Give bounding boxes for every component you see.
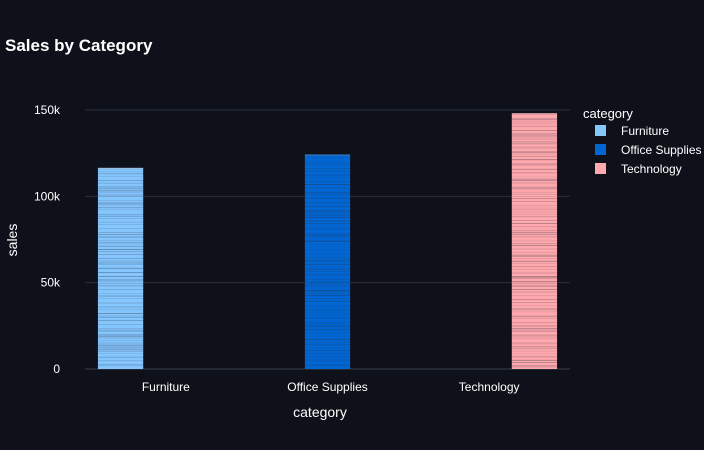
- legend[interactable]: category Furniture Office Supplies Technol…: [583, 106, 702, 176]
- bar-technology[interactable]: [511, 113, 558, 369]
- legend-label: Technology: [621, 162, 682, 176]
- legend-label: Office Supplies: [621, 143, 702, 157]
- x-tick-label: Technology: [459, 380, 520, 394]
- legend-title: category: [583, 106, 633, 121]
- legend-item[interactable]: Furniture: [595, 124, 669, 138]
- legend-swatch: [595, 144, 606, 155]
- y-axis-label: sales: [4, 224, 20, 257]
- legend-label: Furniture: [621, 124, 669, 138]
- chart-title: Sales by Category: [5, 36, 153, 55]
- legend-swatch: [595, 163, 606, 174]
- bars[interactable]: [97, 113, 558, 369]
- x-tick-label: Office Supplies: [287, 380, 368, 394]
- y-tick-label: 100k: [34, 189, 61, 203]
- y-tick-label: 50k: [41, 276, 61, 290]
- bar-furniture[interactable]: [97, 167, 144, 369]
- y-tick-label: 150k: [34, 103, 61, 117]
- bar-fill: [511, 113, 558, 369]
- legend-item[interactable]: Technology: [595, 162, 682, 176]
- legend-item[interactable]: Office Supplies: [595, 143, 702, 157]
- bar-fill: [97, 167, 144, 369]
- y-tick-labels: 0 50k 100k 150k: [34, 103, 61, 376]
- x-tick-labels: Furniture Office Supplies Technology: [142, 380, 520, 394]
- x-tick-label: Furniture: [142, 380, 190, 394]
- x-axis-label: category: [293, 404, 347, 420]
- bar-fill: [304, 154, 351, 369]
- bar-office-supplies[interactable]: [304, 154, 351, 369]
- legend-swatch: [595, 125, 606, 136]
- y-tick-label: 0: [53, 362, 60, 376]
